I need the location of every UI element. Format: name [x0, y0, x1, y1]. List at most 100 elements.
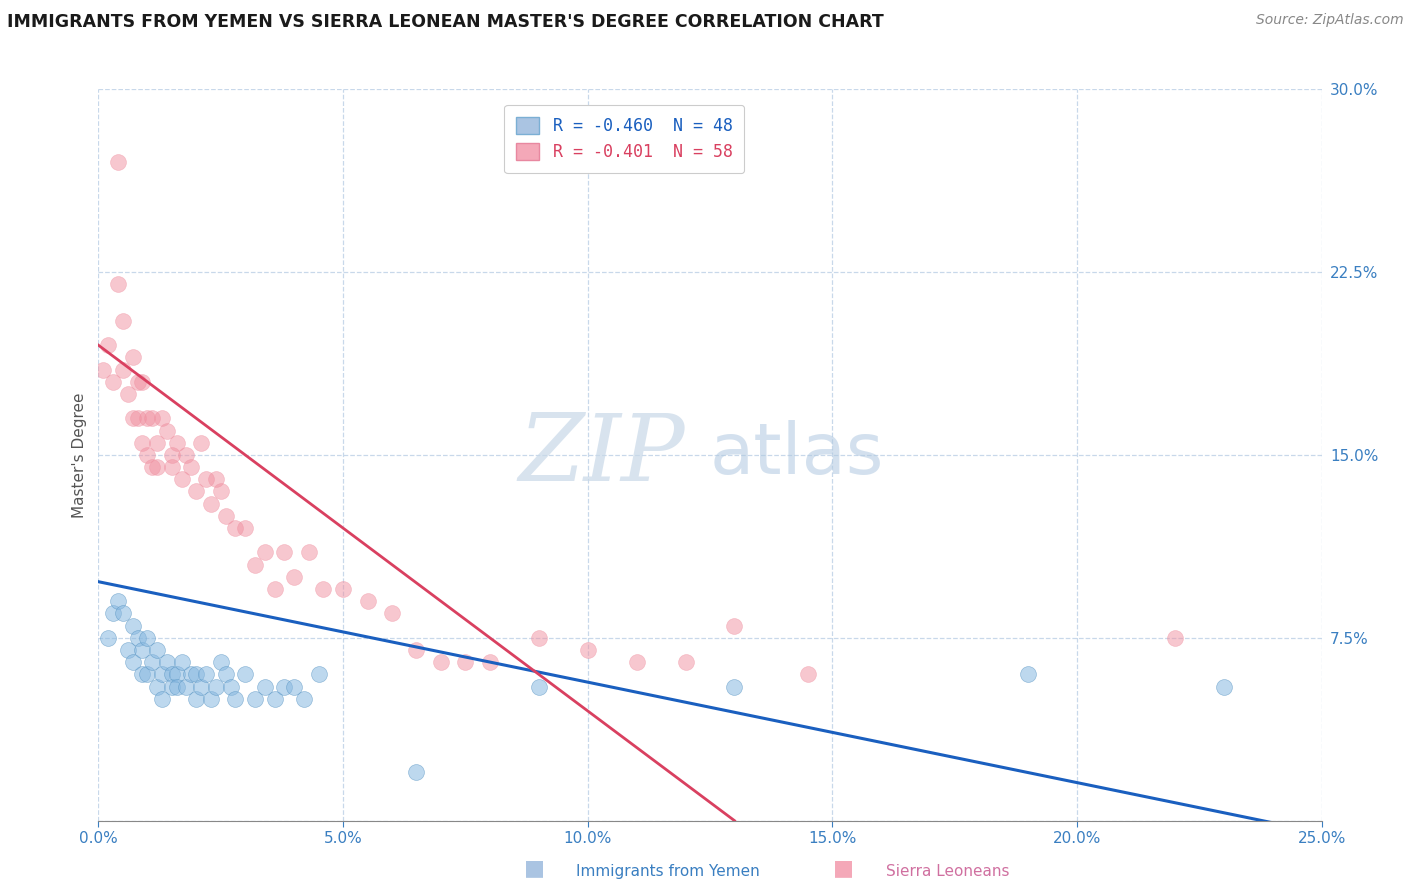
Point [111, 362, 134, 376]
Point [381, 607, 404, 621]
Point [107, 594, 129, 608]
Point [121, 351, 143, 365]
Point [111, 314, 134, 328]
Point [332, 582, 354, 596]
Point [180, 460, 202, 475]
Point [111, 607, 134, 621]
Text: Immigrants from Yemen: Immigrants from Yemen [576, 863, 761, 879]
Point [1017, 667, 1039, 681]
Point [160, 667, 183, 681]
Point [146, 643, 169, 657]
Point [312, 582, 335, 596]
Point [1212, 680, 1234, 694]
Point [186, 667, 208, 681]
Point [205, 680, 228, 694]
Point [233, 667, 256, 681]
Point [160, 680, 183, 694]
Point [209, 484, 232, 499]
Point [150, 691, 173, 706]
Point [219, 680, 242, 694]
Point [91, 362, 114, 376]
Point [146, 680, 169, 694]
Point [190, 435, 212, 450]
Point [127, 375, 149, 389]
Point [454, 655, 477, 669]
Point [356, 594, 378, 608]
Point [101, 375, 124, 389]
Point [273, 680, 295, 694]
Point [205, 472, 228, 486]
Point [107, 277, 129, 292]
Legend: R = -0.460  N = 48, R = -0.401  N = 58: R = -0.460 N = 48, R = -0.401 N = 58 [505, 105, 744, 173]
Text: ■: ■ [524, 859, 544, 879]
Point [141, 411, 163, 425]
Point [170, 655, 193, 669]
Point [263, 582, 285, 596]
Point [224, 691, 246, 706]
Point [195, 667, 218, 681]
Point [430, 655, 453, 669]
Point [166, 667, 188, 681]
Point [405, 643, 427, 657]
Y-axis label: Master's Degree: Master's Degree [72, 392, 87, 517]
Point [283, 680, 305, 694]
Point [117, 387, 139, 401]
Point [214, 667, 236, 681]
Point [527, 680, 550, 694]
Point [131, 667, 153, 681]
Text: Source: ZipAtlas.com: Source: ZipAtlas.com [1256, 13, 1403, 28]
Point [273, 545, 295, 559]
Point [253, 545, 276, 559]
Point [121, 655, 143, 669]
Point [214, 508, 236, 523]
Point [675, 655, 697, 669]
Point [253, 680, 276, 694]
Point [131, 435, 153, 450]
Text: ■: ■ [834, 859, 853, 879]
Point [186, 484, 208, 499]
Point [141, 460, 163, 475]
Point [1164, 631, 1187, 645]
Point [160, 448, 183, 462]
Point [186, 691, 208, 706]
Point [209, 655, 232, 669]
Point [150, 411, 173, 425]
Point [527, 631, 550, 645]
Point [576, 643, 599, 657]
Point [117, 643, 139, 657]
Point [131, 643, 153, 657]
Point [195, 472, 218, 486]
Point [190, 680, 212, 694]
Point [131, 375, 153, 389]
Point [200, 691, 222, 706]
Point [136, 411, 159, 425]
Point [127, 411, 149, 425]
Point [243, 691, 266, 706]
Point [405, 764, 427, 779]
Point [141, 655, 163, 669]
Point [136, 667, 159, 681]
Point [797, 667, 820, 681]
Point [224, 521, 246, 535]
Point [121, 411, 143, 425]
Point [146, 460, 169, 475]
Point [200, 497, 222, 511]
Point [97, 338, 120, 352]
Point [723, 618, 745, 632]
Point [121, 618, 143, 632]
Text: IMMIGRANTS FROM YEMEN VS SIERRA LEONEAN MASTER'S DEGREE CORRELATION CHART: IMMIGRANTS FROM YEMEN VS SIERRA LEONEAN … [7, 13, 884, 31]
Point [107, 155, 129, 169]
Point [170, 472, 193, 486]
Point [263, 691, 285, 706]
Point [160, 460, 183, 475]
Point [136, 448, 159, 462]
Point [283, 570, 305, 584]
Point [156, 424, 179, 438]
Point [146, 435, 169, 450]
Point [156, 655, 179, 669]
Point [626, 655, 648, 669]
Point [166, 680, 188, 694]
Point [176, 448, 198, 462]
Point [180, 667, 202, 681]
Point [292, 691, 315, 706]
